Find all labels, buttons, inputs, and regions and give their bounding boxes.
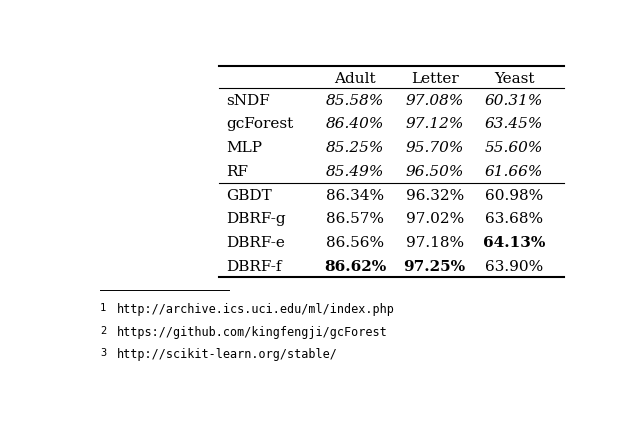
- Text: 97.18%: 97.18%: [406, 236, 464, 250]
- Text: 86.56%: 86.56%: [326, 236, 385, 250]
- Text: 86.57%: 86.57%: [326, 212, 384, 226]
- Text: 96.32%: 96.32%: [406, 189, 464, 202]
- Text: RF: RF: [227, 165, 248, 179]
- Text: 63.45%: 63.45%: [485, 117, 543, 131]
- Text: http://archive.ics.uci.edu/ml/index.php: http://archive.ics.uci.edu/ml/index.php: [117, 303, 395, 316]
- Text: 97.25%: 97.25%: [404, 260, 466, 274]
- Text: 97.08%: 97.08%: [406, 94, 464, 108]
- Text: 1: 1: [100, 303, 106, 313]
- Text: 86.40%: 86.40%: [326, 117, 385, 131]
- Text: https://github.com/kingfengji/gcForest: https://github.com/kingfengji/gcForest: [117, 326, 388, 339]
- Text: http://scikit-learn.org/stable/: http://scikit-learn.org/stable/: [117, 348, 338, 361]
- Text: DBRF-g: DBRF-g: [227, 212, 286, 226]
- Text: 95.70%: 95.70%: [406, 141, 464, 155]
- Text: 86.34%: 86.34%: [326, 189, 385, 202]
- Text: 85.25%: 85.25%: [326, 141, 385, 155]
- Text: Adult: Adult: [335, 72, 376, 86]
- Text: 61.66%: 61.66%: [485, 165, 543, 179]
- Text: 96.50%: 96.50%: [406, 165, 464, 179]
- Text: 3: 3: [100, 348, 106, 358]
- Text: 85.58%: 85.58%: [326, 94, 385, 108]
- Text: Yeast: Yeast: [493, 72, 534, 86]
- Text: 64.13%: 64.13%: [483, 236, 545, 250]
- Text: DBRF-e: DBRF-e: [227, 236, 285, 250]
- Text: DBRF-f: DBRF-f: [227, 260, 282, 274]
- Text: 63.68%: 63.68%: [485, 212, 543, 226]
- Text: 60.31%: 60.31%: [485, 94, 543, 108]
- Text: 86.62%: 86.62%: [324, 260, 387, 274]
- Text: 85.49%: 85.49%: [326, 165, 385, 179]
- Text: MLP: MLP: [227, 141, 262, 155]
- Text: gcForest: gcForest: [227, 117, 294, 131]
- Text: Letter: Letter: [411, 72, 458, 86]
- Text: 97.02%: 97.02%: [406, 212, 464, 226]
- Text: sNDF: sNDF: [227, 94, 270, 108]
- Text: 60.98%: 60.98%: [485, 189, 543, 202]
- Text: GBDT: GBDT: [227, 189, 272, 202]
- Text: 97.12%: 97.12%: [406, 117, 464, 131]
- Text: 63.90%: 63.90%: [485, 260, 543, 274]
- Text: 55.60%: 55.60%: [485, 141, 543, 155]
- Text: 2: 2: [100, 326, 106, 336]
